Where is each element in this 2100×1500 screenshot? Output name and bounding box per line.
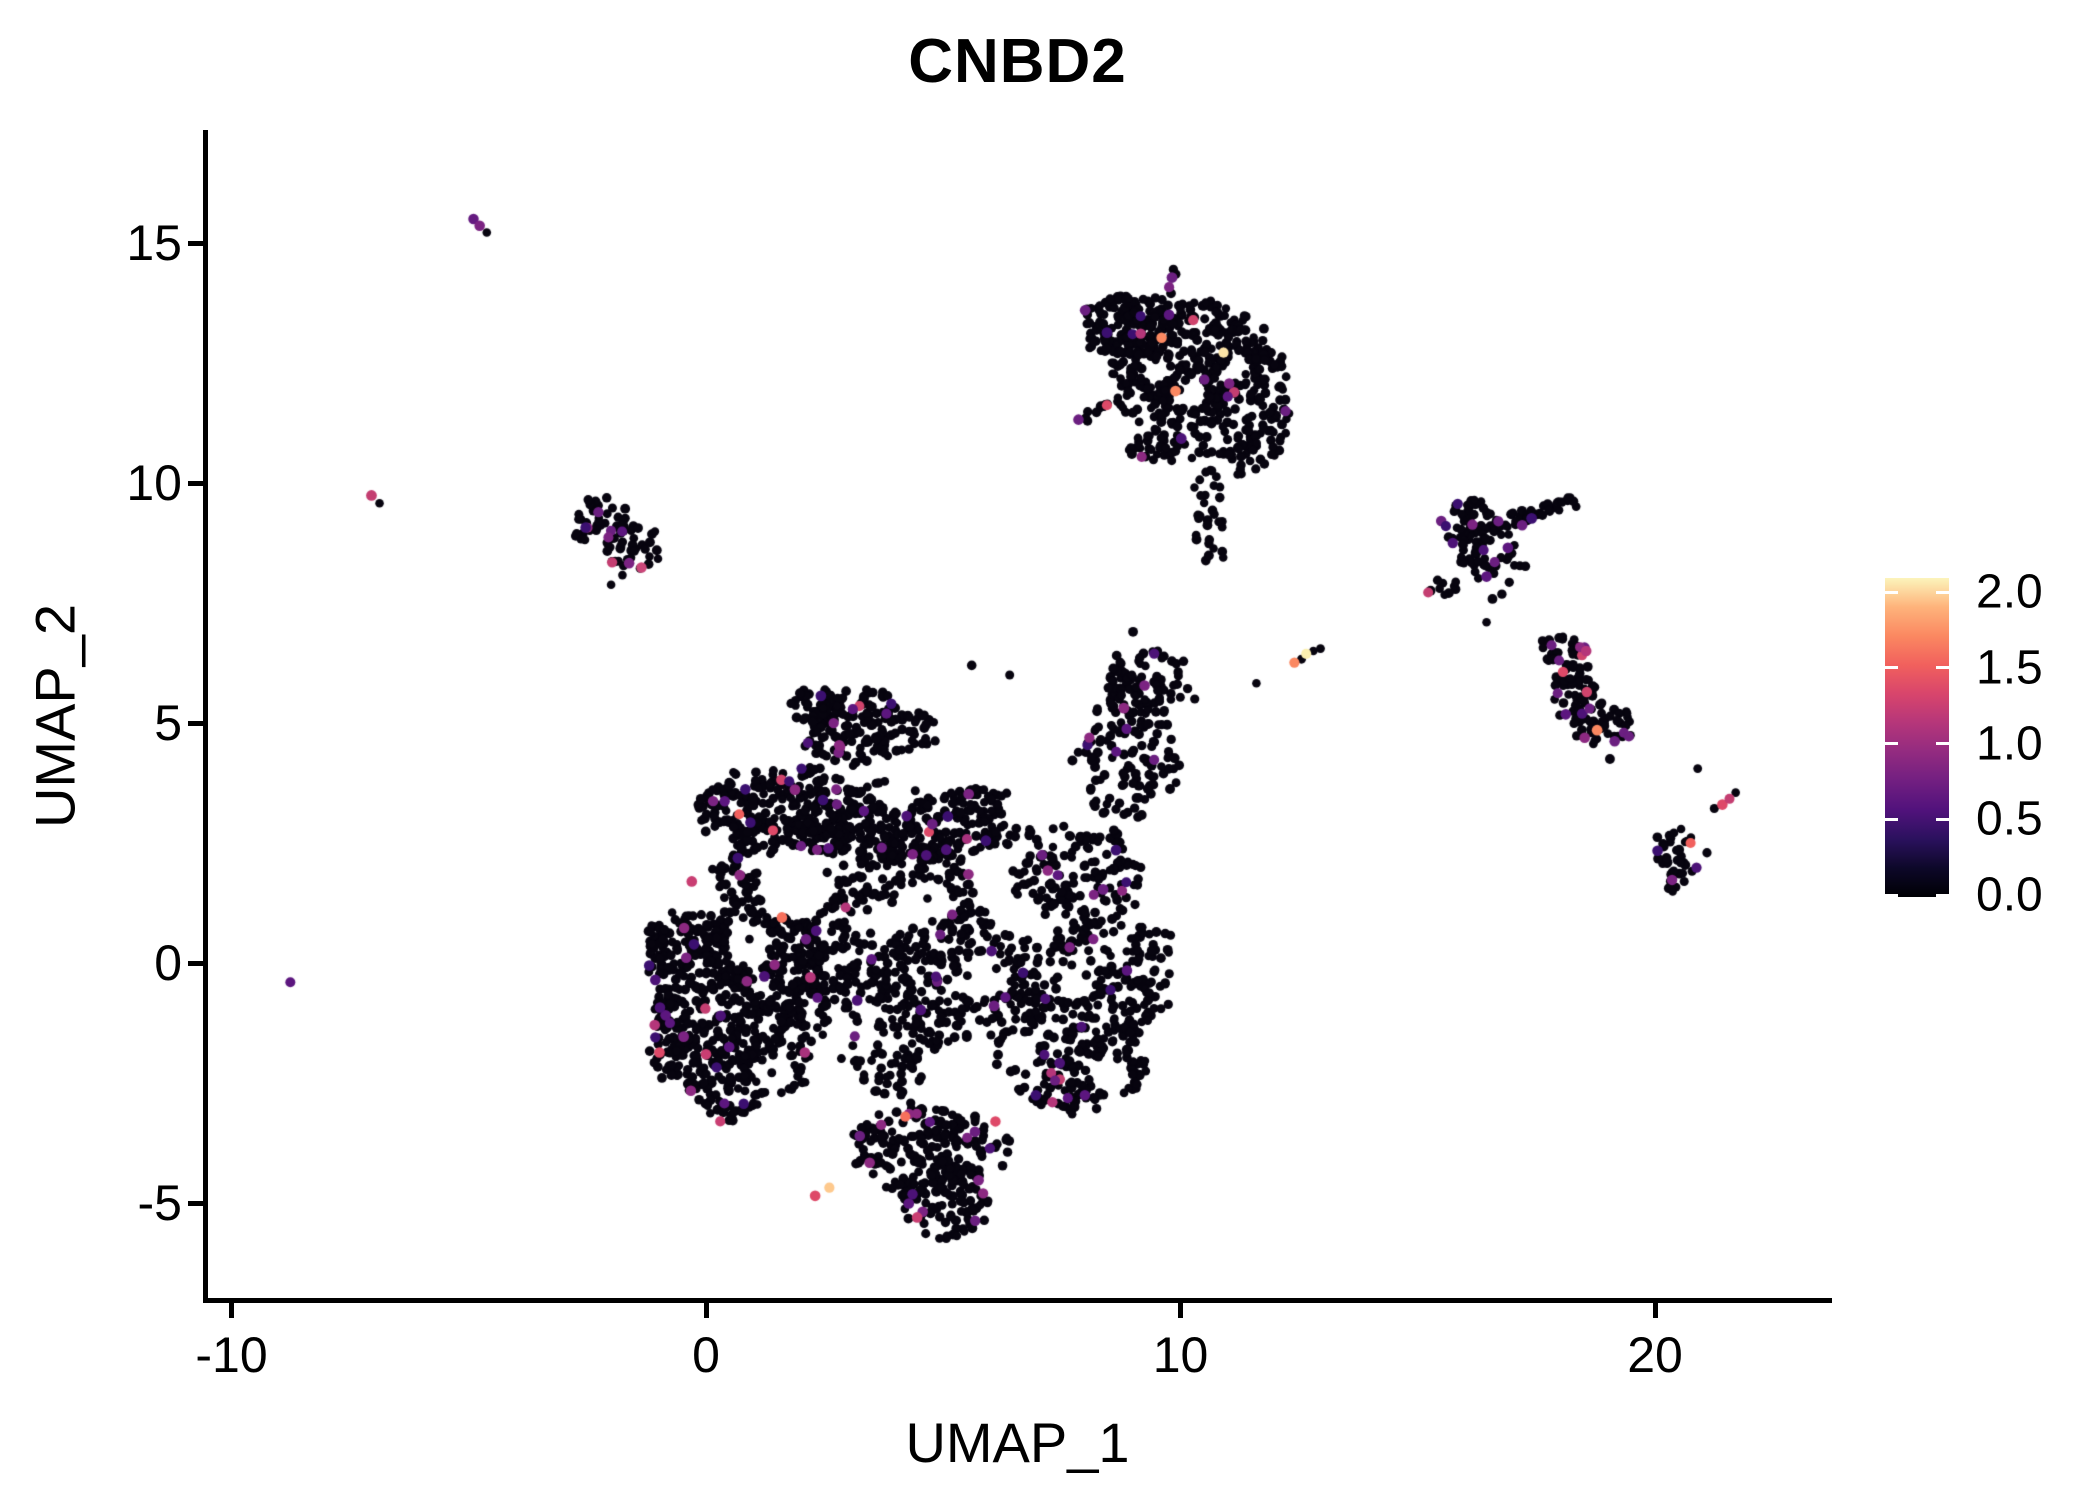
colorbar-tick-label: 2.0 — [1976, 565, 2043, 619]
x-tick-label: 20 — [1627, 1327, 1683, 1383]
y-tick-mark — [188, 480, 203, 486]
x-axis-title: UMAP_1 — [905, 1411, 1130, 1474]
x-tick-label: -10 — [195, 1327, 268, 1383]
plot-title-row: CNBD2 — [0, 26, 2035, 97]
y-tick-label: 5 — [154, 695, 182, 751]
colorbar-tick-mark — [1885, 893, 1898, 897]
colorbar-tick-mark — [1936, 817, 1949, 821]
colorbar-tick-mark — [1936, 590, 1949, 594]
y-tick-label: 10 — [126, 455, 182, 511]
y-tick-mark — [188, 960, 203, 966]
x-tick-mark — [703, 1303, 709, 1318]
y-tick-label: -5 — [137, 1175, 182, 1231]
x-tick-mark — [1652, 1303, 1658, 1318]
x-tick-mark — [229, 1303, 234, 1318]
y-axis-line — [203, 130, 208, 1303]
colorbar-tick-label: 0.5 — [1976, 792, 2043, 846]
colorbar-tick-mark — [1936, 742, 1949, 745]
expression-colorbar — [1885, 578, 1949, 897]
colorbar-tick-label: 0.0 — [1976, 868, 2043, 922]
colorbar-tick-mark — [1885, 590, 1898, 594]
colorbar-gradient — [1885, 578, 1949, 897]
y-tick-mark — [188, 240, 203, 246]
x-tick-mark — [1178, 1303, 1183, 1318]
colorbar-tick-mark — [1885, 666, 1898, 670]
y-tick-label: 0 — [154, 935, 182, 991]
colorbar-tick-label: 1.0 — [1976, 717, 2043, 770]
x-tick-label: 0 — [692, 1327, 720, 1383]
y-tick-mark — [188, 720, 203, 726]
plot-title: CNBD2 — [908, 27, 1127, 96]
y-axis-title: UMAP_2 — [23, 603, 87, 829]
x-tick-label: 10 — [1152, 1327, 1209, 1383]
colorbar-tick-mark — [1885, 742, 1898, 745]
y-tick-mark — [188, 1200, 203, 1206]
colorbar-tick-label: 1.5 — [1976, 641, 2043, 695]
colorbar-tick-mark — [1936, 666, 1949, 670]
colorbar-tick-mark — [1936, 893, 1949, 897]
y-tick-label: 15 — [126, 215, 182, 271]
x-axis-line — [203, 1298, 1832, 1303]
colorbar-tick-mark — [1885, 817, 1898, 821]
